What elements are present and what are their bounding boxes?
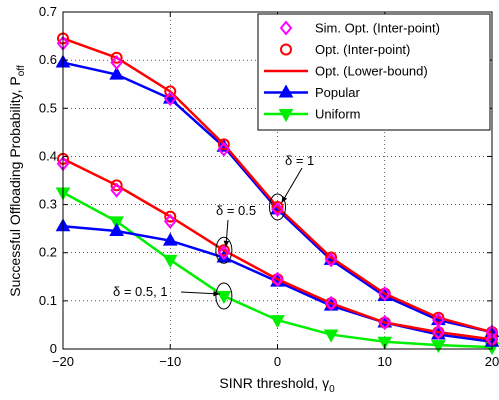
x-axis-label-subscript: 0 <box>329 384 335 395</box>
legend-marker <box>280 43 292 56</box>
data-point-uniform <box>431 340 446 354</box>
data-point-uniform <box>270 315 285 329</box>
data-point-sim-opt-inter-point <box>271 201 284 217</box>
data-point-popular <box>109 66 124 80</box>
data-point-uniform <box>109 216 124 230</box>
y-tick-label: 0.4 <box>39 148 57 163</box>
y-tick-label: 0.6 <box>39 52 57 67</box>
data-point-sim-opt-inter-point <box>378 286 392 302</box>
annotation-label: δ = 0.5 <box>216 203 256 218</box>
data-point-sim-opt-inter-point <box>432 324 445 340</box>
data-point-sim-opt-inter-point <box>163 213 177 229</box>
data-point-opt-inter-point <box>110 179 123 192</box>
annotation-arrow <box>180 291 220 295</box>
y-axis-label-subscript: off <box>16 65 27 76</box>
data-point-sim-opt-inter-point <box>110 54 123 71</box>
legend-label: Popular <box>315 85 360 100</box>
y-tick-label: 0.1 <box>39 293 57 308</box>
legend-label: Opt. (Lower-bound) <box>315 64 428 79</box>
data-point-sim-opt-inter-point <box>324 295 338 311</box>
legend-entry: Opt. (Lower-bound) <box>264 64 428 79</box>
data-point-uniform <box>216 291 232 305</box>
annotation-ellipse <box>215 282 233 310</box>
annotation-arrow <box>281 167 303 204</box>
data-point-popular <box>109 223 124 237</box>
legend-marker <box>278 109 294 123</box>
y-tick-label: 0.2 <box>39 245 57 260</box>
annotation-arrowhead <box>213 290 220 297</box>
annotation-arrowhead <box>281 196 288 203</box>
legend-marker <box>279 20 293 36</box>
x-tick-label: 20 <box>485 354 499 369</box>
x-tick-label: 0 <box>274 354 281 369</box>
legend-label: Uniform <box>315 107 361 122</box>
data-point-sim-opt-inter-point <box>271 271 284 287</box>
annotation-label: δ = 0.5, 1 <box>113 284 168 299</box>
series-layer <box>55 32 499 356</box>
data-point-sim-opt-inter-point <box>324 252 338 268</box>
data-point-sim-opt-inter-point <box>217 245 231 261</box>
data-point-opt-inter-point <box>164 85 177 98</box>
series-line-opt-lower-bound <box>62 157 493 341</box>
y-axis-label: Successful Offloading Probability, Poff <box>7 65 27 297</box>
legend-entry: Opt. (Inter-point) <box>280 42 410 57</box>
data-point-sim-opt-inter-point <box>378 314 392 331</box>
data-point-uniform <box>162 254 178 268</box>
y-tick-label: 0.3 <box>39 197 57 212</box>
annotation-label: δ = 1 <box>285 153 314 168</box>
data-point-popular <box>162 232 178 246</box>
y-tick-label: 0.7 <box>39 4 57 19</box>
ticks: −20 −10 0 10 20 0 0.1 0.2 0.3 0.4 0.5 0.6 0.7 <box>39 4 499 369</box>
legend-entry: Uniform <box>264 107 361 123</box>
legend-label: Opt. (Inter-point) <box>315 42 410 57</box>
data-point-sim-opt-inter-point <box>110 182 123 198</box>
data-point-opt-inter-point <box>217 138 230 151</box>
data-point-sim-opt-inter-point <box>217 141 231 157</box>
data-point-opt-inter-point <box>164 210 177 223</box>
legend-entry: Sim. Opt. (Inter-point) <box>279 20 440 36</box>
data-point-uniform <box>323 329 339 343</box>
data-point-sim-opt-inter-point <box>163 91 177 107</box>
y-tick-label: 0.5 <box>39 100 57 115</box>
x-tick-label: −10 <box>159 354 181 369</box>
annotations: δ = 1 δ = 0.5 δ = 0.5, 1 <box>113 153 314 310</box>
legend-marker <box>278 84 294 98</box>
data-point-opt-inter-point <box>110 51 123 64</box>
y-tick-label: 0 <box>50 341 57 356</box>
x-tick-label: −20 <box>52 354 74 369</box>
annotation-arrowhead <box>223 240 230 248</box>
legend-label: Sim. Opt. (Inter-point) <box>315 21 440 36</box>
data-point-uniform <box>377 336 393 350</box>
series-line-opt-lower-bound <box>62 37 493 334</box>
x-axis-label: SINR threshold, γ0 <box>219 375 335 395</box>
legend-entry: Popular <box>264 84 360 100</box>
x-tick-label: 10 <box>378 354 392 369</box>
annotation-ellipse <box>269 193 286 221</box>
annotation-ellipse <box>215 236 233 264</box>
legend: Sim. Opt. (Inter-point) Opt. (Inter-point… <box>257 13 491 131</box>
